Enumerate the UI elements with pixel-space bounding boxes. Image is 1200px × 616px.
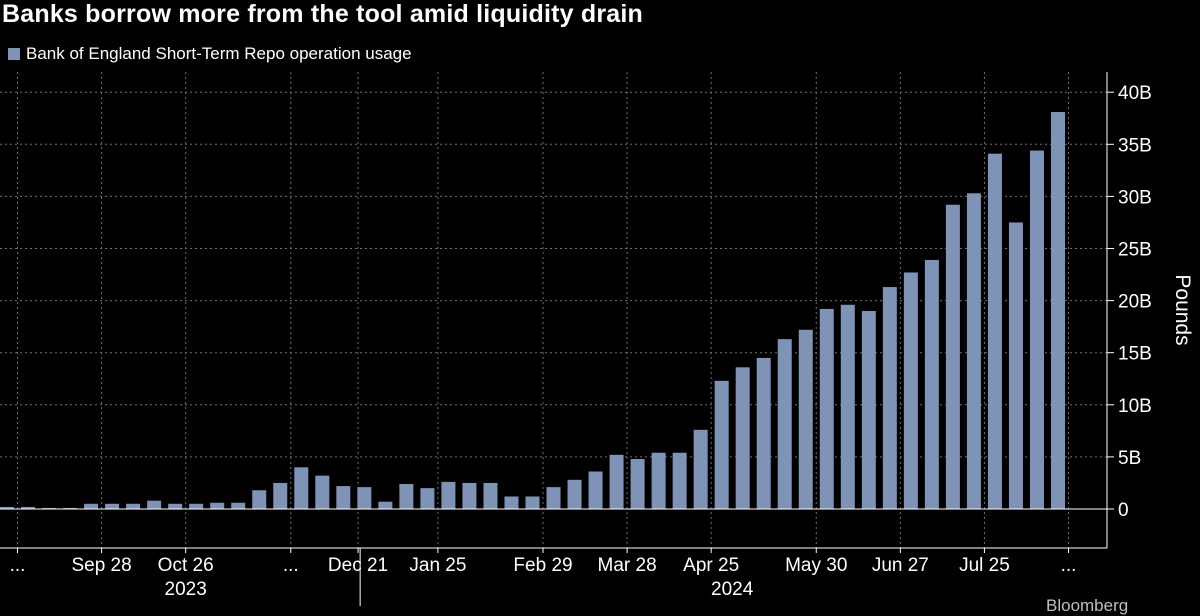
bar	[735, 367, 750, 509]
bar	[336, 486, 351, 509]
x-tick-label: Oct 26	[158, 555, 214, 576]
bar	[420, 488, 435, 509]
x-tick-label: ...	[10, 555, 26, 576]
bar	[945, 204, 960, 509]
bar	[672, 452, 687, 509]
x-tick-label: Apr 25	[683, 555, 739, 576]
x-tick-label: May 30	[785, 555, 847, 576]
legend-swatch	[8, 48, 20, 60]
y-tick-label: 10B	[1118, 396, 1152, 417]
bar	[546, 487, 561, 509]
x-tick-label: Mar 28	[598, 555, 657, 576]
bar	[924, 259, 939, 509]
y-tick-label: 0	[1118, 500, 1129, 521]
bar	[147, 500, 162, 509]
bar	[987, 153, 1002, 510]
y-tick-label: 15B	[1118, 344, 1152, 365]
bar	[210, 502, 225, 509]
y-tick-label: 35B	[1118, 135, 1152, 156]
bar	[0, 506, 14, 509]
bar	[840, 304, 855, 509]
bar	[714, 380, 729, 509]
x-tick-label: Jan 25	[409, 555, 466, 576]
bar	[294, 467, 309, 509]
bar	[504, 496, 519, 509]
y-tick-label: 5B	[1118, 448, 1141, 469]
bar	[462, 482, 477, 509]
bar	[630, 458, 645, 509]
bar	[651, 452, 666, 509]
source-label: Bloomberg	[1046, 596, 1129, 615]
x-tick-label: Jun 27	[872, 555, 929, 576]
bars	[0, 111, 1065, 510]
x-tick-label: Feb 29	[513, 555, 572, 576]
bar	[903, 272, 918, 509]
x-tick-label: ...	[1061, 555, 1077, 576]
bar	[588, 471, 603, 509]
bar	[609, 454, 624, 509]
x-tick-label: Sep 28	[71, 555, 131, 576]
bar	[399, 483, 414, 509]
grid-lines	[0, 72, 1107, 548]
bar	[1029, 150, 1044, 509]
axis-labels: 0 5B 10B 15B 20B 25B 30B 35B 40B Pounds... Sep 28 O…	[10, 83, 1194, 600]
bar	[1051, 111, 1065, 510]
y-tick-label: 20B	[1118, 292, 1152, 313]
axes	[0, 72, 1114, 606]
bar	[693, 429, 708, 509]
bar	[798, 329, 813, 509]
bar	[189, 503, 204, 509]
y-tick-label: 25B	[1118, 240, 1152, 261]
bar	[567, 479, 582, 509]
bar	[315, 475, 330, 509]
bar	[441, 481, 456, 509]
year-label: 2024	[711, 579, 754, 600]
bar	[525, 496, 540, 509]
bar	[252, 490, 267, 509]
bar	[273, 482, 288, 509]
bar	[819, 308, 834, 509]
bar	[168, 503, 183, 509]
y-axis-title: Pounds	[1171, 274, 1194, 345]
bar	[882, 287, 897, 509]
bar	[231, 502, 246, 509]
y-tick-label: 30B	[1118, 187, 1152, 208]
legend: Bank of England Short-Term Repo operatio…	[8, 44, 412, 64]
year-label: 2023	[165, 579, 207, 600]
bar	[1008, 222, 1023, 509]
x-tick-label: ...	[283, 555, 299, 576]
x-tick-label: Dec 21	[328, 555, 388, 576]
bar	[777, 339, 792, 509]
bar	[483, 482, 498, 509]
bar	[357, 487, 372, 509]
chart-title: Banks borrow more from the tool amid liq…	[2, 0, 644, 28]
bar	[126, 503, 141, 509]
bar	[378, 501, 393, 509]
bar	[84, 503, 99, 509]
y-tick-label: 40B	[1118, 83, 1152, 104]
x-tick-label: Jul 25	[959, 555, 1010, 576]
bar	[861, 311, 876, 509]
bar	[756, 357, 771, 509]
legend-label: Bank of England Short-Term Repo operatio…	[26, 44, 412, 63]
bar	[966, 193, 981, 510]
bar	[105, 503, 120, 509]
bar	[21, 506, 36, 509]
